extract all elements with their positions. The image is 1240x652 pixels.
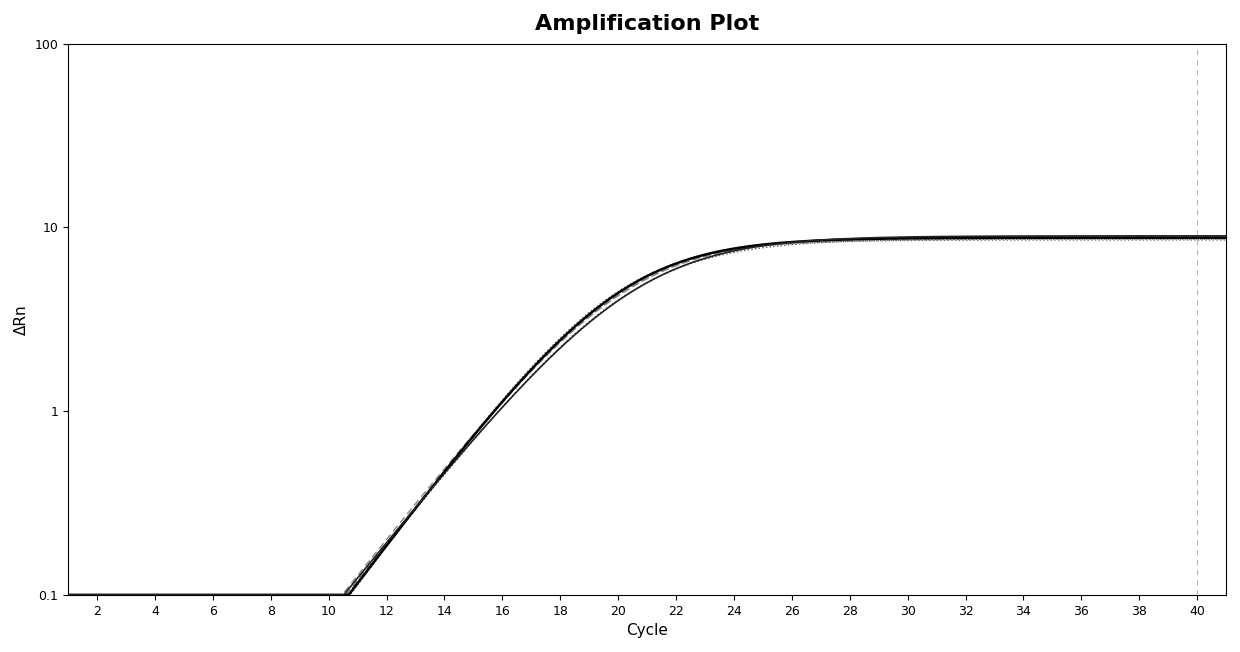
Y-axis label: ΔRn: ΔRn <box>14 304 29 334</box>
X-axis label: Cycle: Cycle <box>626 623 668 638</box>
Title: Amplification Plot: Amplification Plot <box>534 14 759 34</box>
